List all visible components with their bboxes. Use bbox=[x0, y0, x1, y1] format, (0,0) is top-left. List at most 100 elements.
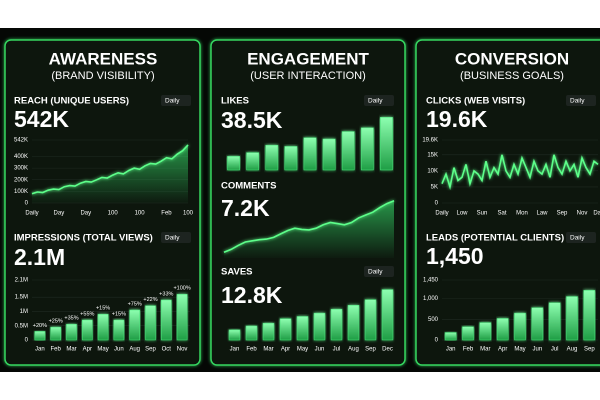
y-tick-label: 0 bbox=[25, 201, 29, 207]
bar bbox=[381, 289, 394, 341]
x-tick-label: Daily bbox=[435, 211, 448, 217]
x-tick-label: Day bbox=[54, 211, 65, 217]
y-tick-label: 1M bbox=[20, 309, 28, 315]
x-tick-label: Mar bbox=[66, 347, 76, 353]
kpi-value: 2.1M bbox=[14, 244, 65, 270]
bar bbox=[341, 131, 355, 171]
y-tick-label: 100K bbox=[14, 189, 28, 195]
bar bbox=[364, 299, 377, 341]
bar bbox=[279, 318, 292, 341]
dropdown-box[interactable] bbox=[566, 95, 596, 106]
bar bbox=[303, 137, 317, 171]
y-tick-label: 0 bbox=[435, 201, 439, 207]
y-tick-label: 2.1M bbox=[15, 278, 28, 284]
x-tick-label: 100 bbox=[135, 211, 146, 217]
bar bbox=[380, 117, 393, 171]
y-tick-label: 10K bbox=[427, 168, 438, 174]
annotation: +35% bbox=[64, 316, 78, 322]
bar bbox=[145, 305, 156, 341]
bar bbox=[296, 316, 309, 341]
bar bbox=[246, 152, 260, 171]
bar bbox=[566, 296, 578, 341]
y-tick-label: 400K bbox=[14, 154, 28, 160]
kpi-value: 38.5K bbox=[221, 107, 283, 133]
area-fill bbox=[32, 144, 188, 203]
panel-title: ENGAGEMENT bbox=[247, 49, 369, 68]
dropdown[interactable]: Daily bbox=[165, 235, 180, 242]
x-tick-label: Jul bbox=[551, 347, 559, 353]
y-tick-label: 200K bbox=[14, 177, 28, 183]
annotation: +22% bbox=[143, 297, 157, 303]
dropdown-box[interactable] bbox=[566, 232, 596, 243]
kpi-value: 542K bbox=[14, 106, 69, 132]
x-tick-label: Feb bbox=[51, 347, 62, 353]
bar bbox=[228, 329, 241, 341]
dropdown[interactable]: Daily bbox=[570, 235, 585, 242]
bar bbox=[129, 309, 141, 341]
dropdown[interactable]: Daily bbox=[368, 269, 383, 276]
line bbox=[223, 199, 395, 254]
dropdown-box[interactable] bbox=[161, 95, 191, 106]
x-tick-label: Mar bbox=[263, 347, 273, 353]
bar bbox=[50, 326, 62, 341]
annotation: +15% bbox=[112, 311, 126, 317]
x-tick-label: Feb bbox=[161, 211, 172, 217]
area-fill bbox=[224, 200, 394, 258]
panel bbox=[415, 39, 600, 366]
x-tick-label: Mar bbox=[480, 347, 490, 353]
x-tick-label: Mon bbox=[516, 211, 528, 217]
x-tick-label: Sep bbox=[365, 347, 376, 353]
panel-subtitle: (BUSINESS GOALS) bbox=[460, 70, 564, 82]
x-tick-label: Dat bbox=[593, 211, 600, 217]
x-tick-label: Jun bbox=[532, 347, 542, 353]
kpi-value: 19.6K bbox=[426, 106, 488, 132]
y-tick-label: 0 bbox=[435, 338, 439, 344]
dropdown[interactable]: Daily bbox=[570, 98, 585, 105]
x-tick-label: Apr bbox=[498, 347, 507, 353]
bar bbox=[284, 146, 298, 171]
y-tick-label: 542K bbox=[14, 138, 28, 144]
bar bbox=[583, 290, 596, 341]
bar bbox=[531, 307, 544, 341]
x-tick-label: Sep bbox=[584, 347, 595, 353]
x-tick-label: Day bbox=[80, 211, 91, 217]
y-tick-label: 1,000 bbox=[423, 296, 439, 302]
x-tick-label: Jun bbox=[114, 347, 124, 353]
dropdown[interactable]: Daily bbox=[368, 98, 383, 105]
bar bbox=[347, 305, 360, 341]
y-tick-label: 1.5M bbox=[15, 295, 28, 301]
panel-subtitle: (BRAND VISIBILITY) bbox=[51, 70, 154, 82]
x-tick-label: 100 bbox=[183, 211, 194, 217]
x-tick-label: Nov bbox=[577, 211, 588, 217]
annotation: +55% bbox=[80, 311, 94, 317]
y-tick-label: 300K bbox=[14, 166, 28, 172]
bar bbox=[113, 319, 125, 341]
dropdown-box[interactable] bbox=[364, 95, 394, 106]
x-tick-label: Jan bbox=[230, 347, 240, 353]
x-tick-label: Aug bbox=[348, 347, 359, 353]
bar bbox=[176, 294, 188, 341]
dropdown-box[interactable] bbox=[364, 266, 394, 277]
dropdown-box[interactable] bbox=[161, 232, 191, 243]
x-tick-label: Jul bbox=[333, 347, 341, 353]
bar bbox=[262, 322, 275, 341]
x-tick-label: Jun bbox=[315, 347, 325, 353]
x-tick-label: Feb bbox=[463, 347, 474, 353]
y-tick-label: 0.5M bbox=[15, 323, 28, 329]
y-tick-label: 0 bbox=[25, 338, 29, 344]
x-tick-label: Oct bbox=[162, 347, 172, 353]
line bbox=[31, 144, 189, 195]
dropdown[interactable]: Daily bbox=[165, 98, 180, 105]
chart-title: LEADS (POTENTIAL CLIENTS) bbox=[426, 233, 564, 244]
x-tick-label: Apr bbox=[83, 347, 92, 353]
x-tick-label: 100 bbox=[108, 211, 119, 217]
kpi-value: 1,450 bbox=[426, 243, 484, 269]
annotation: +75% bbox=[128, 301, 142, 307]
bar bbox=[360, 127, 374, 171]
chart-title: CLICKS (WEB VISITS) bbox=[426, 96, 525, 107]
annotation: +15% bbox=[96, 306, 110, 312]
annotation: +100% bbox=[173, 286, 190, 292]
x-tick-label: Aug bbox=[129, 347, 140, 353]
bar bbox=[444, 332, 457, 341]
